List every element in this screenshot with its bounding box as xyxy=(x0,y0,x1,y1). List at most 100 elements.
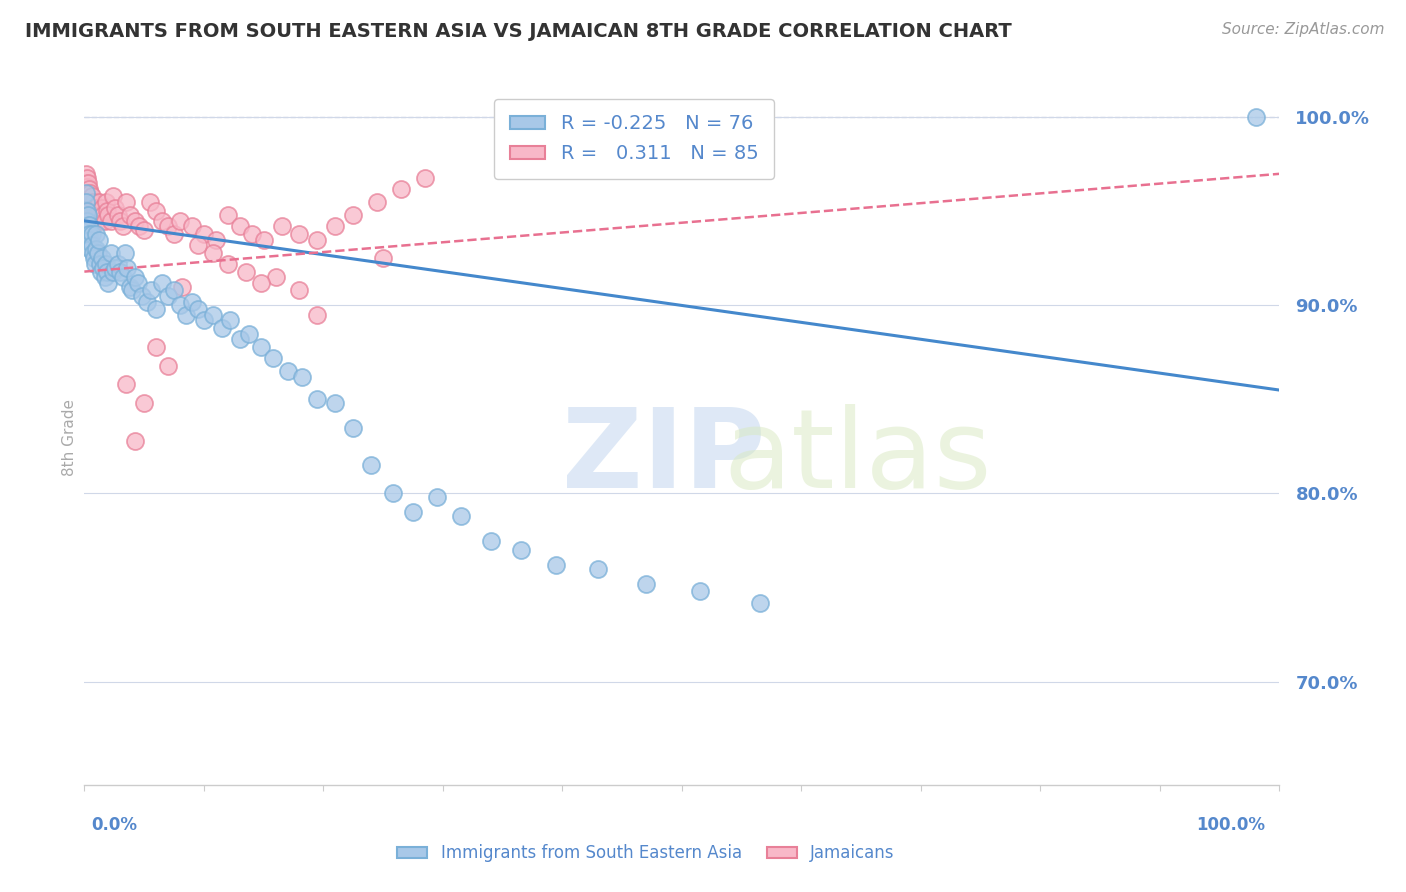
Point xyxy=(101,264,124,278)
Point xyxy=(132,223,156,237)
Point xyxy=(76,189,98,203)
Point xyxy=(139,194,162,209)
Point xyxy=(342,420,364,434)
Point xyxy=(150,214,173,228)
Point xyxy=(77,176,100,190)
Point xyxy=(187,302,209,317)
Point xyxy=(79,233,101,247)
Point xyxy=(163,284,186,298)
Point xyxy=(131,289,153,303)
Point xyxy=(157,219,180,234)
Point xyxy=(202,245,225,260)
Point xyxy=(107,257,129,271)
Text: Source: ZipAtlas.com: Source: ZipAtlas.com xyxy=(1222,22,1385,37)
Point xyxy=(82,194,104,209)
Text: 0.0%: 0.0% xyxy=(91,816,138,834)
Point xyxy=(250,340,273,354)
Point xyxy=(77,186,100,200)
Point xyxy=(124,214,146,228)
Point xyxy=(76,214,98,228)
Point xyxy=(636,576,658,591)
Text: ZIP: ZIP xyxy=(562,404,766,511)
Point xyxy=(118,279,141,293)
Point xyxy=(253,233,276,247)
Point xyxy=(307,233,329,247)
Text: atlas: atlas xyxy=(724,404,993,511)
Point xyxy=(87,204,110,219)
Point xyxy=(219,313,242,327)
Point xyxy=(169,214,191,228)
Point xyxy=(104,201,127,215)
Point xyxy=(86,245,108,260)
Point xyxy=(193,313,215,327)
Point xyxy=(80,227,103,241)
Point xyxy=(83,208,105,222)
Point xyxy=(748,596,770,610)
Point xyxy=(84,204,107,219)
Point xyxy=(117,260,139,275)
Point xyxy=(141,284,163,298)
Point xyxy=(101,189,124,203)
Point xyxy=(172,279,194,293)
Point xyxy=(1244,111,1267,125)
Point xyxy=(193,227,215,241)
Point xyxy=(128,219,150,234)
Point xyxy=(360,458,382,473)
Point xyxy=(250,276,273,290)
Point xyxy=(118,208,141,222)
Point xyxy=(86,201,108,215)
Point xyxy=(91,201,114,215)
Point xyxy=(93,270,115,285)
Point xyxy=(79,194,101,209)
Point xyxy=(80,238,103,252)
Point xyxy=(89,257,111,271)
Point xyxy=(145,204,167,219)
Point xyxy=(132,396,156,410)
Point xyxy=(110,214,132,228)
Point xyxy=(91,252,114,266)
Point xyxy=(84,257,107,271)
Point xyxy=(104,260,127,275)
Point xyxy=(80,189,103,203)
Point xyxy=(77,191,100,205)
Point xyxy=(86,214,108,228)
Point xyxy=(90,214,112,228)
Point xyxy=(94,257,117,271)
Point xyxy=(217,208,239,222)
Point xyxy=(157,289,180,303)
Point xyxy=(509,542,531,557)
Point xyxy=(202,308,225,322)
Point xyxy=(96,204,118,219)
Text: IMMIGRANTS FROM SOUTH EASTERN ASIA VS JAMAICAN 8TH GRADE CORRELATION CHART: IMMIGRANTS FROM SOUTH EASTERN ASIA VS JA… xyxy=(25,22,1012,41)
Point xyxy=(689,584,711,599)
Point xyxy=(187,238,209,252)
Point xyxy=(115,194,138,209)
Point xyxy=(111,270,134,285)
Point xyxy=(115,377,138,392)
Point xyxy=(163,227,186,241)
Point xyxy=(389,182,412,196)
Point xyxy=(77,218,100,232)
Point xyxy=(75,194,97,209)
Point xyxy=(342,208,364,222)
Point xyxy=(264,270,287,285)
Point xyxy=(89,208,111,222)
Point xyxy=(229,332,252,346)
Point xyxy=(111,219,134,234)
Point xyxy=(83,201,105,215)
Point xyxy=(181,294,204,309)
Point xyxy=(83,252,105,266)
Point xyxy=(325,219,347,234)
Point xyxy=(235,264,257,278)
Point xyxy=(100,245,122,260)
Point xyxy=(77,182,100,196)
Point xyxy=(381,486,404,500)
Point xyxy=(121,284,143,298)
Point xyxy=(217,257,239,271)
Point xyxy=(100,214,122,228)
Point xyxy=(96,264,118,278)
Point xyxy=(87,194,110,209)
Point xyxy=(127,276,149,290)
Point xyxy=(277,364,299,378)
Point xyxy=(325,396,347,410)
